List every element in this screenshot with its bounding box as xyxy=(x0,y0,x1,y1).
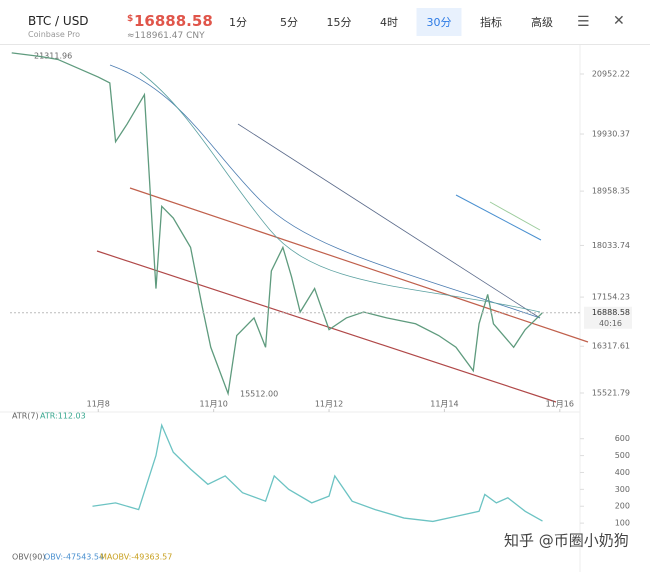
settings-icon[interactable]: ☰ xyxy=(577,14,590,30)
y-tick-label: 500 xyxy=(615,451,630,460)
tab[interactable]: 4时 xyxy=(380,16,398,29)
price: 16888.58 xyxy=(134,12,213,30)
tab[interactable]: 15分 xyxy=(326,16,352,29)
cny-price: ≈118961.47 CNY xyxy=(127,31,205,41)
series-line xyxy=(92,423,543,523)
low-label: 15512.00 xyxy=(240,390,278,399)
currency: $ xyxy=(127,14,134,24)
y-tick-label: 18958.35 xyxy=(592,187,630,196)
indicator-label: ATR(7) xyxy=(12,412,39,421)
symbol[interactable]: BTC / USD xyxy=(28,14,89,28)
y-tick-label: 18033.74 xyxy=(592,241,630,250)
watermark: 知乎 @币圈小奶狗 xyxy=(504,532,629,550)
y-tick-label: 200 xyxy=(615,502,630,511)
series-line xyxy=(11,52,543,397)
last-price-label: 16888.58 xyxy=(592,308,630,317)
tab[interactable]: 5分 xyxy=(280,16,298,29)
drawing-line xyxy=(455,194,542,241)
y-tick-label: 19930.37 xyxy=(592,130,630,139)
x-tick-label: 11月14 xyxy=(430,400,458,409)
tab[interactable]: 指标 xyxy=(480,16,502,29)
x-tick-label: 11月8 xyxy=(87,400,110,409)
y-tick-label: 600 xyxy=(615,434,630,443)
x-tick-label: 11月12 xyxy=(315,400,343,409)
tab[interactable]: 30分 xyxy=(416,8,462,36)
x-tick-label: 11月16 xyxy=(546,400,574,409)
moving-average xyxy=(109,64,541,319)
drawing-line xyxy=(489,201,541,231)
high-label: 21311.96 xyxy=(34,52,72,61)
channel-lower xyxy=(96,250,557,403)
last-price-box xyxy=(584,306,632,329)
y-tick-label: 17154.23 xyxy=(592,293,630,302)
indicator-label: ATR:112.03 xyxy=(40,412,86,421)
y-tick-label: 15521.79 xyxy=(592,388,630,397)
x-tick-label: 11月10 xyxy=(199,400,227,409)
y-tick-label: 100 xyxy=(615,519,630,528)
moving-average xyxy=(139,71,541,313)
exchange: Coinbase Pro xyxy=(28,30,81,39)
y-tick-label: 400 xyxy=(615,468,630,477)
obv-label: OBV(90) xyxy=(12,553,45,562)
channel-upper xyxy=(129,187,589,343)
tab[interactable]: 1分 xyxy=(229,16,247,29)
tab[interactable]: 高级 xyxy=(531,16,553,29)
header: BTC / USD Coinbase Pro $ 16888.58 ≈11896… xyxy=(0,0,650,45)
y-tick-label: 16317.61 xyxy=(592,342,630,351)
moving-average xyxy=(237,123,541,319)
y-tick-label: 20952.22 xyxy=(592,70,630,79)
close-icon[interactable]: ✕ xyxy=(613,13,625,29)
obv-label: OBV:-47543.54 xyxy=(44,553,104,562)
y-tick-label: 300 xyxy=(615,485,630,494)
countdown: 40:16 xyxy=(599,319,622,328)
obv-label: MAOBV:-49363.57 xyxy=(100,553,172,562)
